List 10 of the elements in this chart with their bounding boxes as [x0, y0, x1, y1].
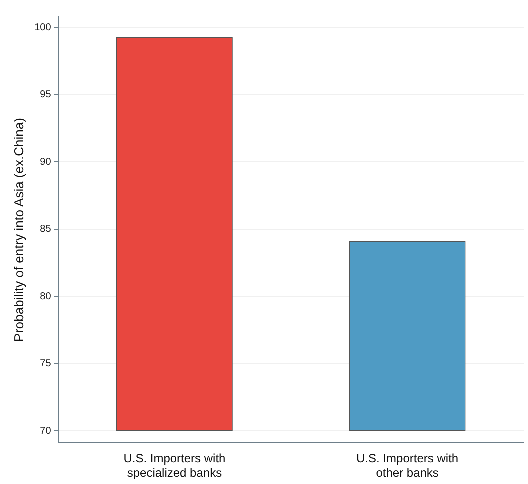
y-axis-title: Probability of entry into Asia (ex.China)	[11, 118, 26, 342]
y-tick-label: 80	[40, 291, 52, 302]
x-tick-label: U.S. Importers with specialized banks	[124, 452, 226, 480]
y-tick-label: 90	[40, 156, 52, 168]
y-tick-label: 85	[40, 224, 52, 236]
y-tick-label: 100	[34, 22, 52, 34]
y-tick-label: 75	[40, 358, 52, 370]
y-tick-label: 95	[40, 90, 52, 101]
x-tick-label: U.S. Importers with other banks	[356, 452, 459, 480]
y-tick-label: 70	[40, 426, 52, 437]
